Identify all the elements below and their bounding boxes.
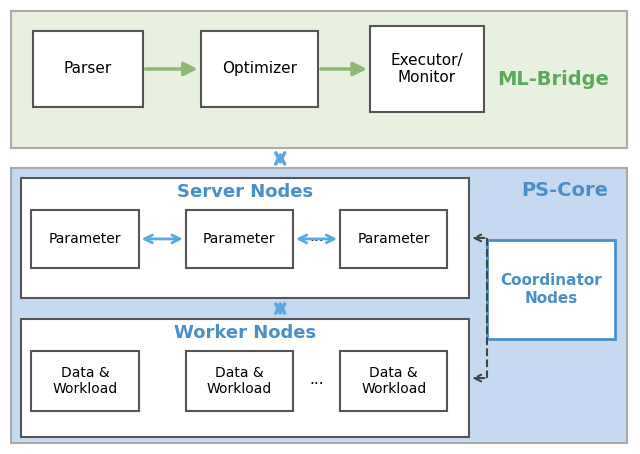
Text: Server Nodes: Server Nodes xyxy=(177,183,314,201)
Text: Parameter: Parameter xyxy=(357,232,430,246)
Bar xyxy=(186,351,293,411)
Bar xyxy=(186,210,293,268)
Text: Coordinator
Nodes: Coordinator Nodes xyxy=(500,273,602,306)
Bar xyxy=(33,31,143,107)
Text: Data &
Workload: Data & Workload xyxy=(52,366,118,396)
Text: Data &
Workload: Data & Workload xyxy=(361,366,426,396)
Text: PS-Core: PS-Core xyxy=(522,181,609,200)
Bar xyxy=(12,11,627,148)
Text: Worker Nodes: Worker Nodes xyxy=(174,324,316,342)
Bar xyxy=(21,320,469,437)
Bar xyxy=(340,210,447,268)
Bar xyxy=(200,31,318,107)
Text: Data &
Workload: Data & Workload xyxy=(207,366,272,396)
Text: ...: ... xyxy=(309,371,324,386)
Text: Executor/
Monitor: Executor/ Monitor xyxy=(391,53,463,85)
Text: Optimizer: Optimizer xyxy=(222,61,297,76)
Bar xyxy=(12,168,627,443)
Bar xyxy=(340,351,447,411)
Text: ML-Bridge: ML-Bridge xyxy=(497,70,609,89)
Bar xyxy=(21,178,469,297)
Text: Parser: Parser xyxy=(64,61,112,76)
Text: Parameter: Parameter xyxy=(49,232,121,246)
Bar xyxy=(487,240,614,339)
Bar xyxy=(31,351,139,411)
Bar xyxy=(31,210,139,268)
Text: Parameter: Parameter xyxy=(203,232,276,246)
Bar xyxy=(370,26,484,112)
Text: ...: ... xyxy=(309,229,324,244)
